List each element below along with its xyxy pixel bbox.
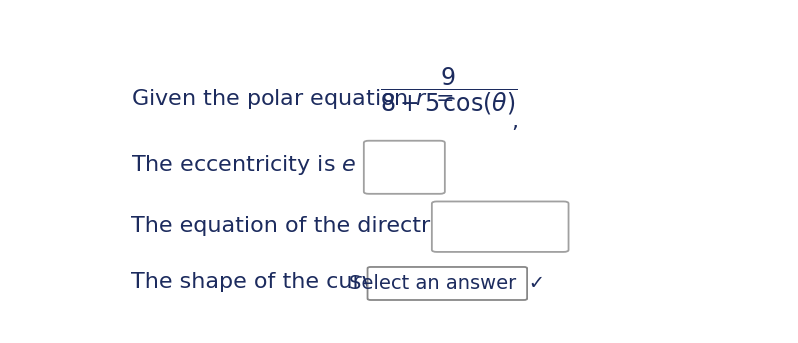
Text: Given the polar equation $\mathit{r}\ =$: Given the polar equation $\mathit{r}\ =$ [131, 87, 454, 111]
Text: $\dfrac{9}{8+5\,\cos(\theta)}$: $\dfrac{9}{8+5\,\cos(\theta)}$ [381, 66, 518, 117]
FancyBboxPatch shape [432, 201, 568, 252]
FancyBboxPatch shape [368, 267, 527, 300]
Text: The shape of the curve is:: The shape of the curve is: [131, 272, 421, 292]
Text: ,: , [511, 112, 518, 132]
Text: The equation of the directrix is:: The equation of the directrix is: [131, 216, 482, 236]
FancyBboxPatch shape [364, 141, 444, 194]
Text: Select an answer  ✓: Select an answer ✓ [350, 274, 545, 293]
Text: The eccentricity is $\mathit{e}\ =$: The eccentricity is $\mathit{e}\ =$ [131, 153, 385, 177]
